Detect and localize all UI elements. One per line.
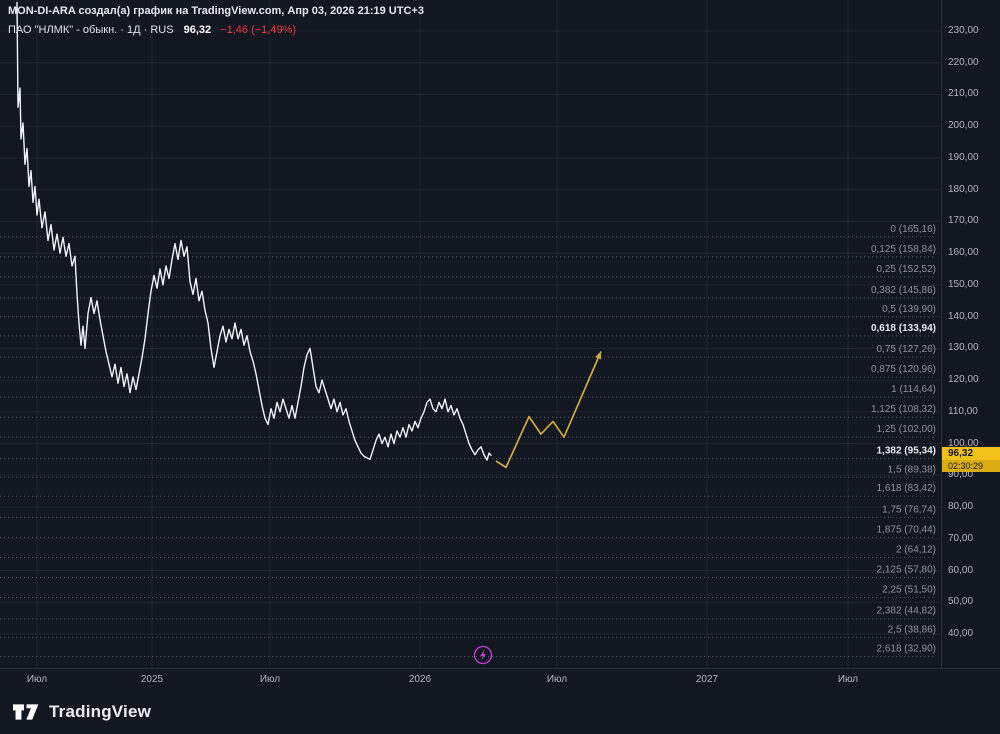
price-line-series	[16, 1, 492, 461]
fib-level-label: 1,382 (95,34)	[877, 445, 937, 456]
price-axis-tick: 190,00	[948, 152, 979, 163]
price-axis-tick: 90,00	[948, 469, 974, 480]
fib-level-label: 1,25 (102,00)	[877, 424, 937, 435]
lightning-bolt-icon	[480, 649, 486, 661]
fib-level-label: 2,5 (38,86)	[888, 625, 936, 636]
fib-level-label: 1 (114,64)	[891, 384, 936, 395]
last-price-badge: 96,32 02:30:29	[942, 447, 1000, 472]
fib-level-label: 0,5 (139,90)	[882, 304, 936, 315]
fib-level-label: 0,875 (120,96)	[871, 364, 936, 375]
fib-level-label: 2 (64,12)	[896, 545, 936, 556]
bar-close-countdown: 02:30:29	[942, 460, 1000, 472]
header-last-price: 96,32	[183, 24, 212, 36]
footer-bar: TradingView	[0, 690, 1000, 734]
price-axis-tick: 110,00	[948, 406, 978, 417]
time-axis-label: 2025	[140, 674, 164, 685]
fib-level-label: 1,75 (76,74)	[882, 504, 936, 515]
price-axis-tick: 50,00	[948, 596, 974, 607]
lightning-marker-icon[interactable]	[473, 645, 493, 665]
price-axis-tick: 180,00	[948, 184, 979, 195]
price-axis-tick: 210,00	[948, 88, 979, 99]
price-chart-canvas[interactable]: 0 (165,16) 0,125 (158,84) 0,25 (152,52) 0,3…	[0, 0, 941, 668]
symbol-info-row: ПАО "НЛМК" - обыкн. · 1Д · RUS 96,32 −1,…	[8, 24, 424, 36]
gridlines	[0, 0, 941, 668]
fib-level-label: 0,125 (158,84)	[871, 244, 936, 255]
fib-level-label: 2,125 (57,80)	[877, 565, 937, 576]
fib-level-label: 0,75 (127,26)	[877, 344, 937, 355]
fib-level-label: 0 (165,16)	[890, 224, 936, 235]
arrowhead-icon	[595, 351, 602, 360]
price-axis-tick: 230,00	[948, 25, 979, 36]
fib-level-label: 1,618 (83,42)	[877, 483, 937, 494]
tradingview-logo-icon[interactable]	[13, 702, 40, 722]
fib-level-label: 2,25 (51,50)	[882, 585, 936, 596]
time-axis-label: Июл	[837, 674, 859, 685]
fib-level-label: 0,25 (152,52)	[877, 264, 937, 275]
price-axis-tick: 220,00	[948, 57, 979, 68]
price-axis-tick: 200,00	[948, 120, 979, 131]
price-axis-tick: 130,00	[948, 342, 979, 353]
fib-level-label: 2,382 (44,82)	[877, 606, 937, 617]
time-axis-label: Июл	[546, 674, 568, 685]
last-price-label: 96,32	[942, 447, 1000, 460]
price-axis-tick: 150,00	[948, 279, 979, 290]
time-axis-label: 2027	[695, 674, 719, 685]
fib-level-label: 1,5 (89,38)	[888, 464, 936, 475]
chart-header: MON-DI-ARA создал(а) график на TradingVi…	[8, 5, 424, 36]
fib-level-label: 2,618 (32,90)	[877, 644, 937, 655]
projection-line	[495, 351, 602, 469]
fib-level-label: 1,875 (70,44)	[877, 524, 937, 535]
price-axis-tick: 40,00	[948, 628, 974, 639]
time-axis-label: 2026	[408, 674, 432, 685]
time-axis[interactable]: Июл 2025 Июл 2026 Июл 2027 Июл	[0, 668, 1000, 690]
price-axis-tick: 140,00	[948, 311, 979, 322]
price-axis[interactable]: 96,32 02:30:29 230,00 220,00 210,00 200,00 1…	[941, 0, 1000, 668]
price-axis-tick: 80,00	[948, 501, 974, 512]
price-axis-tick: 70,00	[948, 533, 974, 544]
price-axis-tick: 160,00	[948, 247, 979, 258]
price-axis-tick: 100,00	[948, 438, 979, 449]
projection-arrow[interactable]	[495, 351, 602, 469]
symbol-description[interactable]: ПАО "НЛМК" - обыкн. · 1Д · RUS	[8, 24, 174, 36]
tradingview-brand-text[interactable]: TradingView	[49, 702, 152, 721]
price-axis-tick: 170,00	[948, 215, 979, 226]
time-axis-label: Июл	[26, 674, 48, 685]
price-axis-tick: 60,00	[948, 565, 974, 576]
time-axis-label: Июл	[259, 674, 281, 685]
fib-retracement-levels[interactable]: 0 (165,16) 0,125 (158,84) 0,25 (152,52) 0,3…	[0, 224, 936, 657]
fib-level-label: 0,618 (133,94)	[871, 323, 936, 334]
price-axis-tick: 120,00	[948, 374, 979, 385]
header-price-change: −1,46 (−1,49%)	[220, 24, 297, 36]
marker-circle	[473, 645, 493, 665]
snapshot-attribution: MON-DI-ARA создал(а) график на TradingVi…	[8, 5, 424, 17]
fib-level-label: 1,125 (108,32)	[871, 404, 936, 415]
fib-level-label: 0,382 (145,86)	[871, 285, 936, 296]
